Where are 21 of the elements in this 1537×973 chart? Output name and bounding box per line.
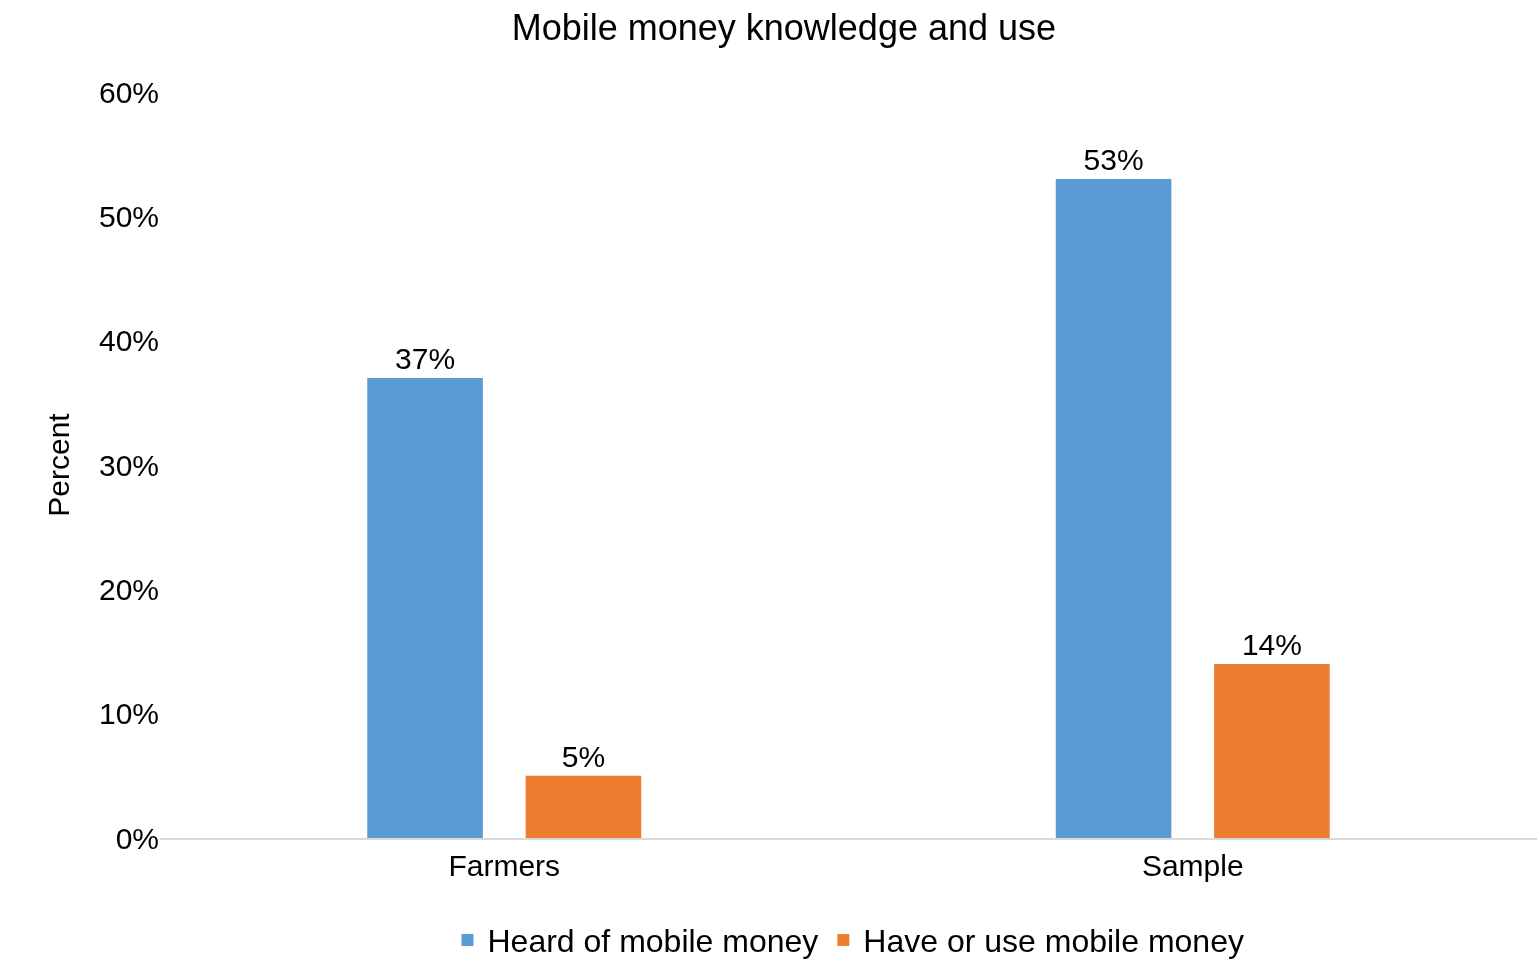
y-tick-label: 40% <box>98 324 159 358</box>
x-tick-label: Farmers <box>448 849 561 882</box>
y-tick-label: 0% <box>115 821 159 855</box>
y-tick-label: 50% <box>98 199 159 233</box>
data-label: 53% <box>1083 143 1144 177</box>
legend-label: Heard of mobile money <box>487 923 819 960</box>
y-tick-label: 30% <box>98 448 159 482</box>
data-label: 14% <box>1241 627 1302 661</box>
bar <box>1214 663 1330 838</box>
bar <box>1055 179 1172 838</box>
data-label: 37% <box>395 341 456 375</box>
bar <box>525 775 642 838</box>
y-tick-label: 10% <box>98 697 159 731</box>
legend-label: Have or use mobile money <box>863 923 1244 960</box>
y-tick-label: 60% <box>98 75 159 109</box>
x-tick-label: Sample <box>1141 849 1244 882</box>
y-axis-title: Percent <box>41 412 75 517</box>
bar <box>367 377 483 838</box>
y-tick-label: 20% <box>98 572 159 606</box>
data-label: 5% <box>561 739 606 773</box>
chart-title: Mobile money knowledge and use <box>511 6 1057 48</box>
